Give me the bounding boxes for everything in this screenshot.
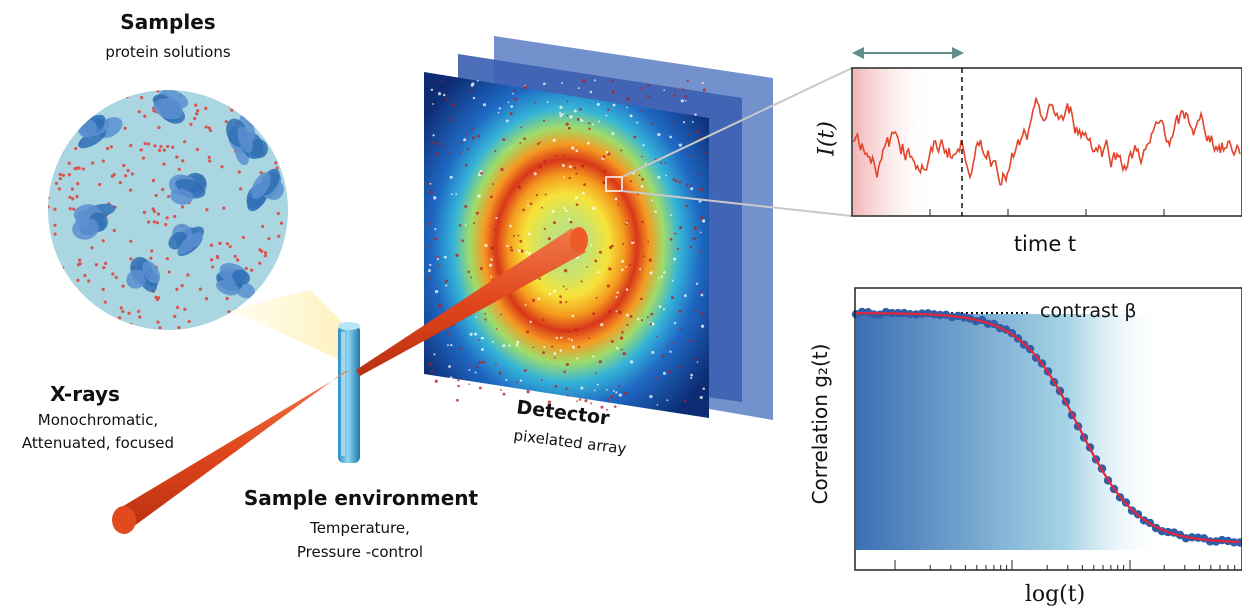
xrays-line2: Attenuated, focused — [21, 434, 175, 452]
sample-environment-line2: Pressure -control — [296, 543, 424, 561]
protein-molecule — [152, 90, 189, 124]
intensity-xlabel: time t — [1013, 232, 1077, 256]
protein-solution-illustration — [48, 90, 288, 330]
protein-molecule — [168, 223, 204, 257]
xray-beam-origin — [112, 506, 136, 534]
g2-fit-curve — [856, 312, 1241, 544]
protein-molecule — [226, 114, 268, 166]
time-window-arrow — [852, 47, 964, 59]
sample-capillary — [338, 322, 360, 463]
detector-speckles — [426, 79, 707, 411]
intensity-ylabel: I(t) — [814, 121, 840, 156]
contrast-annotation: contrast β — [1040, 300, 1137, 322]
protein-molecule — [72, 203, 116, 240]
intensity-plot — [851, 67, 1242, 217]
xrays-line1: Monochromatic, — [37, 411, 159, 429]
zoom-line-bottom — [621, 190, 853, 217]
integration-window-shade — [853, 69, 933, 215]
protein-molecule — [126, 257, 161, 293]
correlation-shade — [856, 314, 1242, 550]
protein-molecule — [246, 168, 284, 212]
protein-molecule — [168, 172, 207, 205]
xray-beam-scattered — [356, 228, 586, 376]
protein-molecule — [215, 263, 255, 299]
samples-subtitle: protein solutions — [105, 43, 231, 61]
correlation-plot — [851, 287, 1242, 571]
xray-beam-tip — [570, 227, 588, 253]
sample-environment-line1: Temperature, — [310, 519, 410, 537]
correlation-xlabel: log(t) — [1024, 582, 1086, 607]
intensity-trace — [852, 97, 1241, 186]
sample-environment-title: Sample environment — [243, 486, 479, 510]
xray-beam-incoming — [120, 370, 350, 532]
samples-title: Samples — [120, 10, 216, 34]
detector-roi-box — [605, 176, 623, 192]
sample-zoom-cone — [230, 290, 350, 360]
xrays-title: X-rays — [50, 382, 120, 406]
correlation-ylabel: Correlation g₂(t) — [808, 343, 832, 505]
zoom-line-top — [621, 67, 853, 178]
